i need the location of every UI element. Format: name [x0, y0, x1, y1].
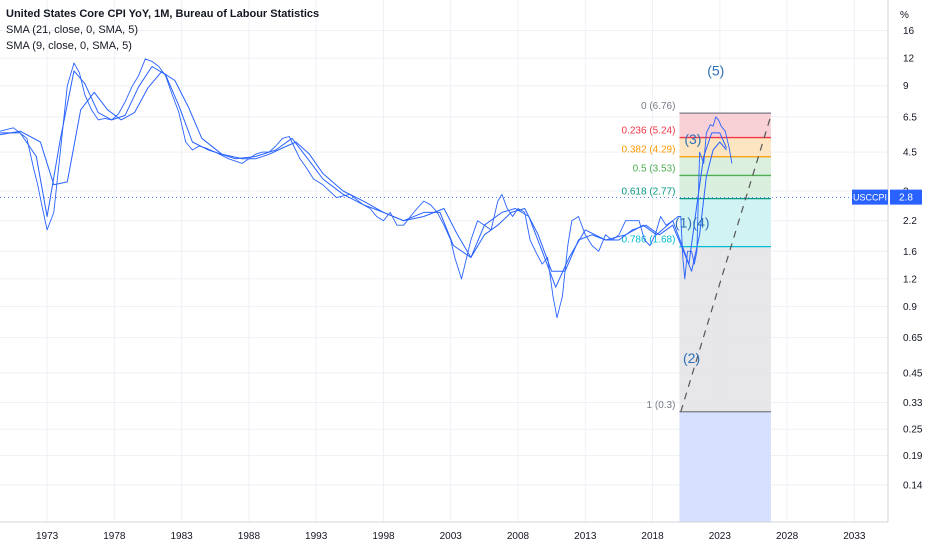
y-tick-label: 16	[903, 26, 915, 37]
wave-label: (3)	[684, 131, 701, 147]
y-tick-label: 1.6	[903, 247, 917, 258]
fib-zone-0.382	[679, 156, 771, 176]
y-axis-unit-label: %	[900, 10, 909, 21]
x-tick-label: 1988	[238, 531, 261, 542]
fib-level-label-0.382: 0.382 (4.29)	[622, 145, 676, 156]
fib-levels: 0 (6.76) 0.236 (5.24) 0.382 (4.29) 0.5 (3.5…	[622, 101, 771, 413]
x-tick-label: 2033	[843, 531, 866, 542]
x-tick-label: 1978	[103, 531, 126, 542]
x-tick-label: 2003	[440, 531, 463, 542]
y-tick-label: 0.19	[903, 451, 923, 462]
y-tick-label: 0.33	[903, 398, 923, 409]
x-tick-label: 2013	[574, 531, 597, 542]
fib-level-label-0: 0 (6.76)	[641, 101, 675, 112]
x-tick-label: 1983	[171, 531, 194, 542]
fib-level-label-0.786: 0.786 (1.68)	[622, 235, 676, 246]
y-tick-label: 2.2	[903, 216, 917, 227]
legend-sma9[interactable]: SMA (9, close, 0, SMA, 5)	[6, 40, 132, 52]
legend-sma21[interactable]: SMA (21, close, 0, SMA, 5)	[6, 24, 139, 36]
series-line-2	[0, 66, 727, 288]
price-tag-symbol-bg	[852, 189, 888, 205]
series-line-0	[0, 58, 733, 319]
series-line-1	[0, 71, 727, 272]
y-tick-label: 6.5	[903, 112, 917, 123]
price-tag-symbol: USCCPI	[853, 193, 887, 203]
wave-label: (5)	[707, 63, 724, 79]
fib-level-label-0.236: 0.236 (5.24)	[622, 126, 676, 137]
y-tick-label: 0.25	[903, 425, 923, 436]
x-tick-label: 2028	[776, 531, 799, 542]
x-tick-label: 1993	[305, 531, 328, 542]
x-tick-label: 1973	[36, 531, 59, 542]
y-tick-label: 4.5	[903, 148, 917, 159]
y-tick-label: 0.65	[903, 333, 923, 344]
fib-level-label-0.5: 0.5 (3.53)	[633, 163, 676, 174]
y-tick-label: 12	[903, 54, 915, 65]
series-lines	[0, 58, 888, 319]
y-tick-label: 9	[903, 81, 909, 92]
y-tick-label: 0.45	[903, 368, 923, 379]
y-tick-label: 1.2	[903, 274, 917, 285]
y-tick-label: 0.9	[903, 302, 917, 313]
fib-zone-0.5	[679, 175, 771, 199]
wave-labels: (1) (2) (3) (4) (5)	[675, 63, 724, 366]
y-tick-label: 0.14	[903, 480, 923, 491]
legend-title[interactable]: United States Core CPI YoY, 1M, Bureau o…	[6, 8, 320, 20]
fib-zones	[679, 113, 771, 522]
fib-zone-0.786	[679, 246, 771, 412]
x-tick-label: 2018	[641, 531, 664, 542]
x-tick-label: 1998	[372, 531, 395, 542]
wave-label: (2)	[683, 350, 700, 366]
fib-zone-1	[679, 411, 771, 522]
legend: United States Core CPI YoY, 1M, Bureau o…	[6, 6, 319, 54]
price-tag-value-bg	[890, 189, 922, 205]
fib-zone-0	[679, 113, 771, 138]
x-tick-label: 2008	[507, 531, 530, 542]
wave-label: (1)	[675, 215, 692, 231]
fib-zone-0.236	[679, 137, 771, 157]
x-tick-label: 2023	[709, 531, 732, 542]
axes: 1973 1978 1983 1988 1993 1998 2003 2008 2013 2018…	[0, 0, 923, 542]
fib-level-label-0.618: 0.618 (2.77)	[622, 187, 676, 198]
fib-level-label-1: 1 (0.3)	[647, 400, 676, 411]
price-tag-value: 2.8	[899, 193, 913, 204]
wave-label: (4)	[692, 215, 709, 231]
